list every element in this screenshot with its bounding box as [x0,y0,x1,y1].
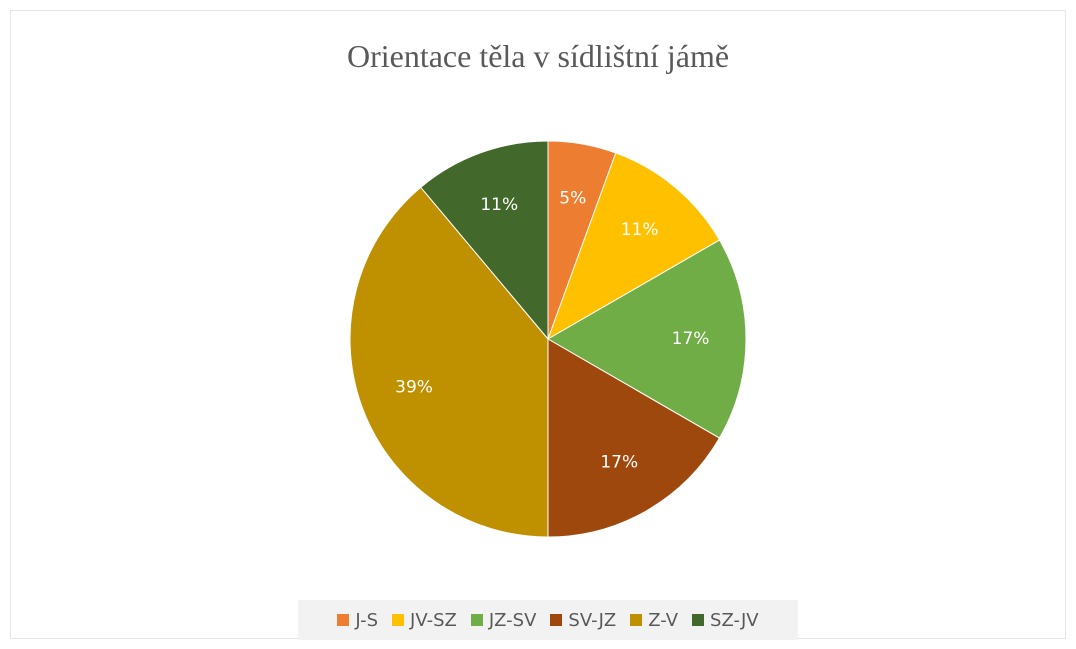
pie-slice-sz-jv [420,140,549,341]
legend-label: JZ-SV [488,609,537,631]
pie-slice-jz-sv [547,239,747,439]
legend-swatch [470,614,483,626]
slice-label-z-v: 39% [395,378,433,398]
legend-label: JV-SZ [410,609,457,631]
legend-label: J-S [355,609,379,631]
slice-label-j-s: 5% [559,189,586,209]
legend-item-sz-jv: SZ-JV [692,610,759,631]
pie-slice-z-v [349,186,549,538]
legend-label: Z-V [648,609,679,631]
legend-item-z-v: Z-V [630,610,678,631]
legend-label: SV-JZ [568,609,617,631]
legend-label: SZ-JV [710,609,759,631]
slice-label-sz-jv: 11% [480,195,518,215]
slice-label-jz-sv: 17% [672,329,710,349]
slice-label-jv-sz: 11% [621,220,659,240]
pie-slice-sv-jz [547,338,721,538]
chart-title: Orientace těla v sídlištní jámě [346,38,730,74]
legend-swatch [692,614,705,626]
slice-label-sv-jz: 17% [600,452,638,472]
legend-item-j-s: J-S [337,610,378,631]
legend-item-sv-jz: SV-JZ [550,610,616,631]
legend-item-jz-sv: JZ-SV [470,609,537,631]
legend-item-jv-sz: JV-SZ [392,610,457,631]
pie-slice-jv-sz [547,152,721,341]
legend-swatch [630,614,643,626]
legend: J-S JV-SZ JZ-SV SV-JZ Z-V SZ-JV [298,600,798,640]
legend-swatch [392,614,405,626]
legend-swatch [550,614,563,626]
legend-swatch [337,614,350,626]
